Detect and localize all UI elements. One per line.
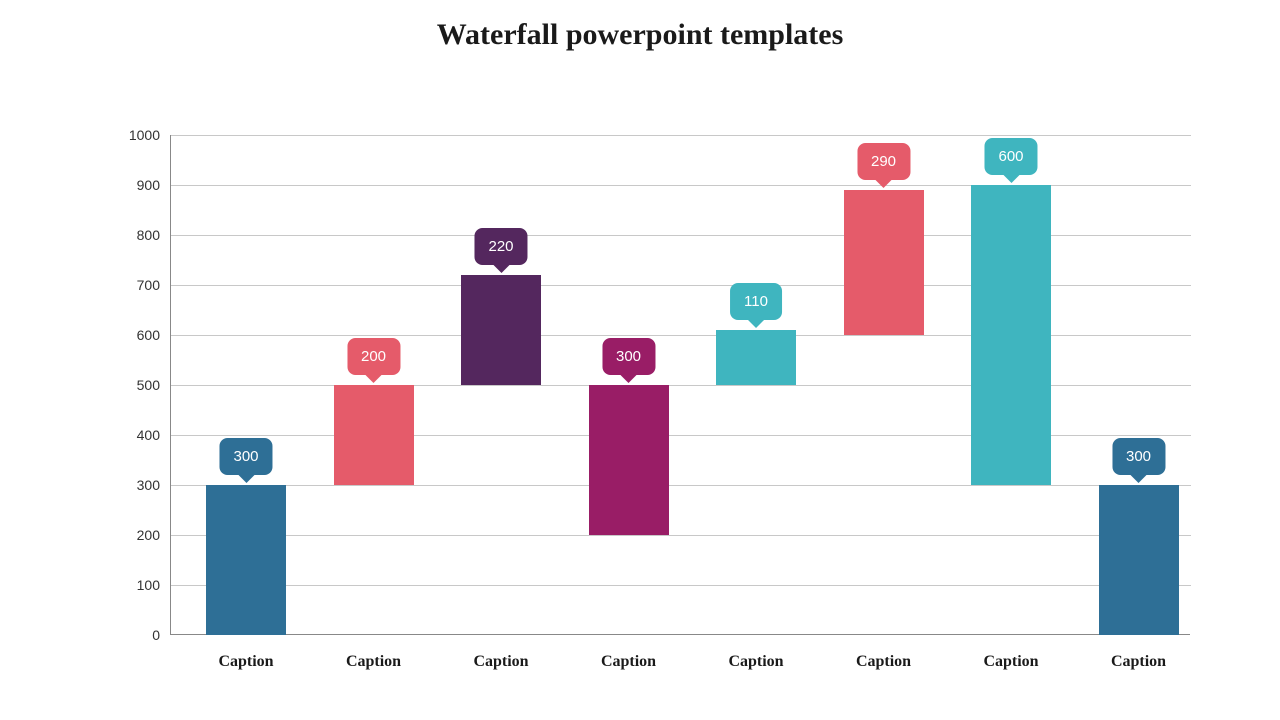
ytick-label: 900 xyxy=(110,177,160,193)
waterfall-chart: 300Caption200Caption220Caption300Caption… xyxy=(170,135,1190,635)
waterfall-bar: 290 xyxy=(844,190,924,335)
page-title: Waterfall powerpoint templates xyxy=(0,0,1280,52)
bar-value-bubble: 220 xyxy=(474,228,527,265)
bar-value-bubble: 300 xyxy=(602,338,655,375)
gridline xyxy=(171,485,1191,486)
plot-area: 300Caption200Caption220Caption300Caption… xyxy=(170,135,1190,635)
gridline xyxy=(171,135,1191,136)
bar-value-bubble: 300 xyxy=(219,438,272,475)
ytick-label: 300 xyxy=(110,477,160,493)
x-caption: Caption xyxy=(1089,653,1189,671)
ytick-label: 700 xyxy=(110,277,160,293)
bar-value-bubble: 110 xyxy=(730,283,782,320)
bar-value-bubble: 290 xyxy=(857,143,910,180)
ytick-label: 0 xyxy=(110,627,160,643)
gridline xyxy=(171,585,1191,586)
x-caption: Caption xyxy=(579,653,679,671)
x-caption: Caption xyxy=(961,653,1061,671)
waterfall-bar: 300 xyxy=(1099,485,1179,635)
ytick-label: 200 xyxy=(110,527,160,543)
bar-value-bubble: 300 xyxy=(1112,438,1165,475)
waterfall-bar: 300 xyxy=(589,385,669,535)
ytick-label: 100 xyxy=(110,577,160,593)
waterfall-bar: 200 xyxy=(334,385,414,485)
bar-value-bubble: 200 xyxy=(347,338,400,375)
x-caption: Caption xyxy=(324,653,424,671)
bar-value-bubble: 600 xyxy=(984,138,1037,175)
x-caption: Caption xyxy=(196,653,296,671)
x-caption: Caption xyxy=(451,653,551,671)
ytick-label: 1000 xyxy=(110,127,160,143)
ytick-label: 500 xyxy=(110,377,160,393)
ytick-label: 600 xyxy=(110,327,160,343)
waterfall-bar: 110 xyxy=(716,330,796,385)
ytick-label: 800 xyxy=(110,227,160,243)
waterfall-bar: 300 xyxy=(206,485,286,635)
x-caption: Caption xyxy=(834,653,934,671)
ytick-label: 400 xyxy=(110,427,160,443)
waterfall-bar: 600 xyxy=(971,185,1051,485)
x-caption: Caption xyxy=(706,653,806,671)
waterfall-bar: 220 xyxy=(461,275,541,385)
gridline xyxy=(171,535,1191,536)
